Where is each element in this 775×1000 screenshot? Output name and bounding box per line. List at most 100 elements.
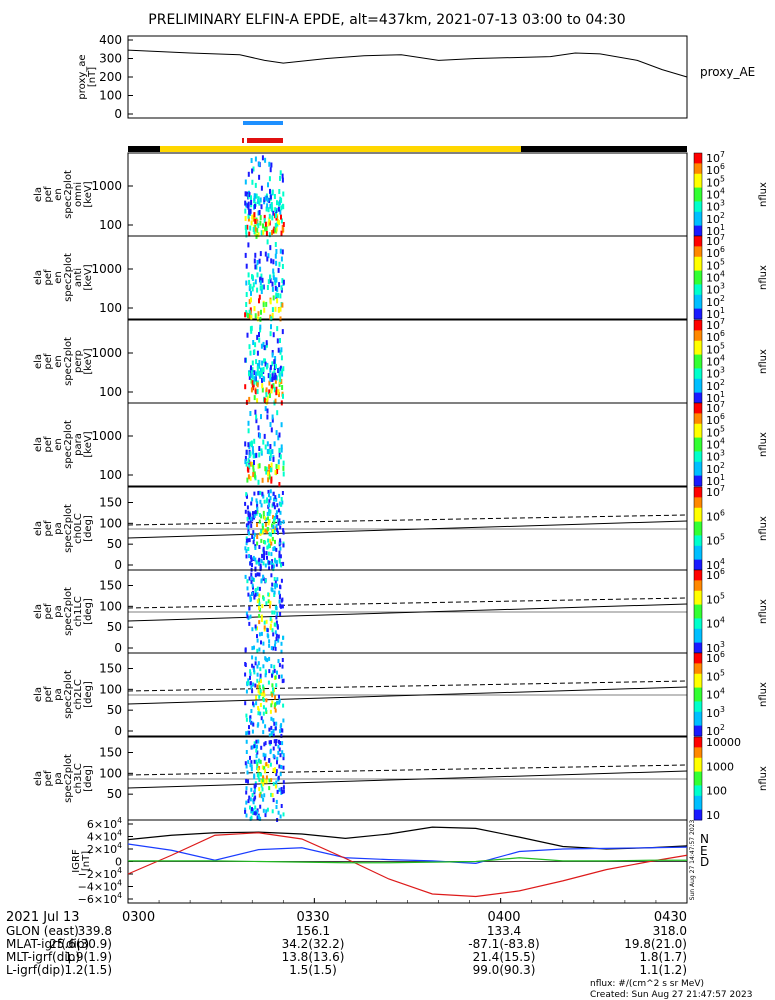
spectrogram-pixel [269,452,272,458]
colorbar-tick-label: 102 [706,211,725,226]
spectrogram-pixel [274,580,277,585]
spectrogram-pixel [247,272,250,278]
spectrogram-pixel [282,530,285,535]
igrf-tick-label: 2×104 [87,841,122,856]
spectrogram-pixel [247,538,249,543]
spectrogram-pixel [268,560,271,565]
spectrogram-pixel [252,468,255,474]
spectrogram-pixel [273,546,276,551]
spectrogram-pixel [270,716,273,721]
spectrogram-pixel [277,659,280,664]
spectrogram-pixel [278,282,281,288]
spectrogram-pixel [277,389,280,395]
colorbar-band [694,382,702,387]
spectrogram-pixel [266,527,269,532]
spectrogram-pixel [251,576,254,581]
spectrogram-pixel [280,422,283,428]
spectrogram-pixel [268,532,271,537]
spectrogram-pixel [255,498,258,503]
spectrogram-pixel [280,733,283,738]
spectrogram-pixel [271,414,274,420]
spectrogram-pixel [246,332,249,338]
spectrogram-pixel [268,758,271,763]
spectrogram-pixel [268,464,271,470]
spectrogram-pixel [266,395,269,401]
spectrogram-pixel [281,500,284,505]
colorbar-tick-label: 103 [706,366,725,381]
spectrogram-pixel [255,701,258,706]
time-tick-label: 0330 [296,910,329,925]
spectrogram-pixel [257,223,260,229]
colorbar-band [694,497,702,502]
spectrogram-pixel [251,646,254,651]
spectrogram-pixel [249,441,252,447]
colorbar-band [694,291,702,296]
spectrogram-pixel [262,528,265,533]
ephemeris-value: 99.0(90.3) [473,963,536,977]
colorbar-band [694,535,702,540]
spectrogram-pixel [270,427,273,433]
colorbar-tick-label: 106 [706,508,725,523]
spectrogram-pixel [256,363,259,368]
spectrogram-pixel [279,209,282,215]
spectrogram-pixel [250,516,253,521]
ylabel-line: pef [43,436,54,453]
colorbar-band [694,246,702,251]
colorbar-label: nflux [758,599,769,624]
spectrogram-pixel [274,726,277,731]
colorbar-band [694,500,702,505]
colorbar-band [694,447,702,452]
spectrogram-pixel [277,464,280,470]
spectrogram-pixel [275,524,278,529]
spectrogram-pixel [253,376,256,382]
colorbar-band [694,750,702,755]
spectrogram-pixel [247,799,250,804]
spectrogram-pixel [280,765,283,769]
spectrogram-pixel [273,590,276,595]
colorbar-band [694,256,702,261]
spectrogram-pixel [258,561,261,566]
spectrogram-pixel [256,227,259,233]
spectrogram-pixel [274,372,277,378]
spectrogram-pixel [249,208,252,214]
spectrogram-pixel [271,449,274,455]
spectrogram-pixel [255,754,258,759]
spectrogram-pixel [255,359,258,365]
spectrogram-pixel [262,775,265,780]
colorbar-tick-label: 102 [706,378,725,393]
spectrogram-pixel [253,532,256,537]
colorbar-band [694,722,702,727]
colorbar-band [694,611,702,616]
spectrogram-pixel [271,582,274,587]
spectrogram-pixel [246,313,249,318]
spectrogram-pixel [264,669,267,674]
igrf-legend-D: D [700,855,709,869]
spectrogram-pixel [260,448,263,454]
spectrogram-pixel [245,280,248,286]
spectrogram-pixel [260,614,263,619]
spectrogram-pixel [260,273,263,279]
panel-frame [127,652,688,737]
colorbar-band [694,542,702,547]
spectrogram-pixel [254,624,257,629]
igrf-tick-label: 6×104 [87,816,122,831]
spectrogram-pixel [244,459,247,465]
colorbar-band [694,385,702,390]
colorbar-band [694,697,702,702]
spectrogram-pixel [256,723,259,728]
spectrogram-pixel [254,203,256,209]
colorbar-tick-label: 104 [706,270,725,285]
spectrogram-pixel [275,606,278,611]
spectrogram-pixel [260,309,262,315]
spectrogram-pixel [258,332,260,337]
spectrogram-pixel [268,474,271,480]
spectrogram-pixel [272,456,275,462]
spectrogram-pixel [276,760,278,765]
colorbar-tick-label: 105 [706,341,725,356]
spectrogram-pixel [247,678,250,683]
spectrogram-pixel [271,700,274,705]
spectrogram-pixel [245,229,248,234]
spectrogram-pixel [262,546,265,551]
spectrogram-pixel [249,475,252,481]
spectrogram-pixel [245,800,248,805]
